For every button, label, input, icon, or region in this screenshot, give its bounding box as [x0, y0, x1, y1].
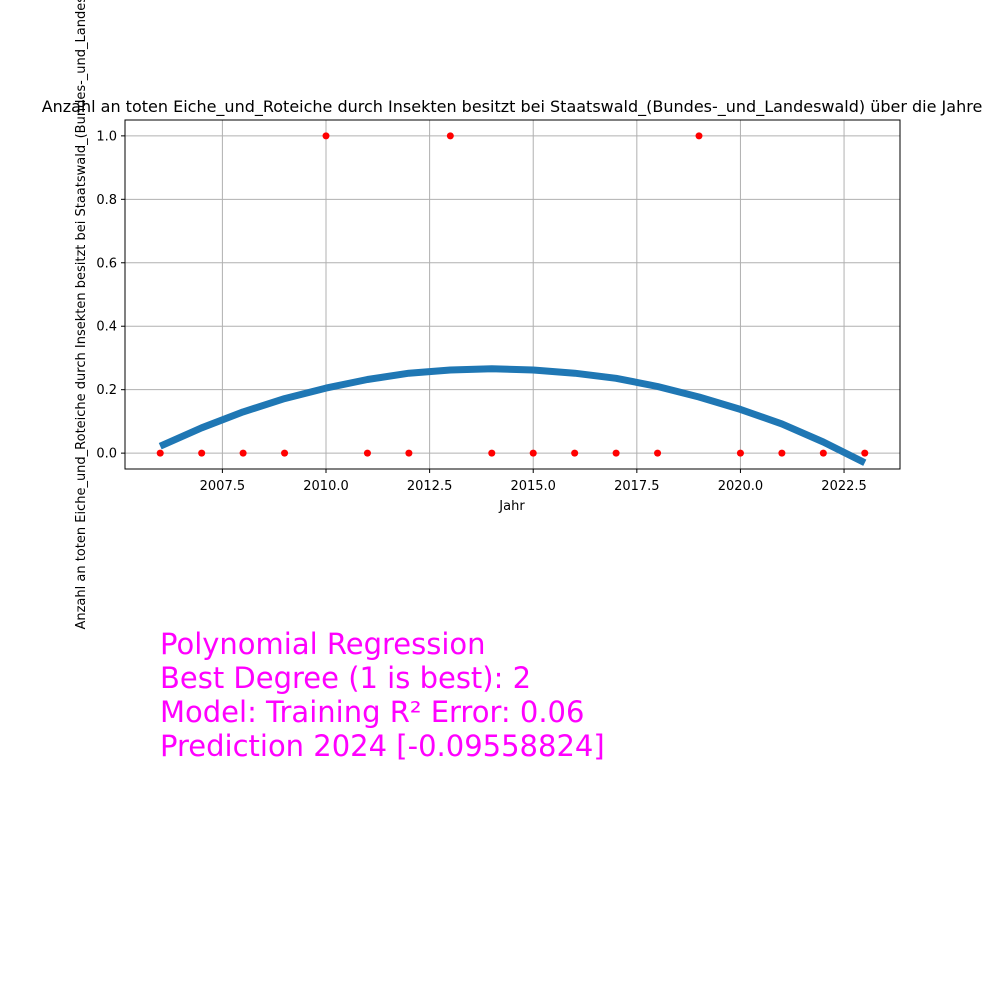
x-tick-label: 2012.5 [407, 479, 453, 494]
grid [125, 120, 900, 469]
data-point [571, 449, 579, 457]
x-tick-label: 2020.0 [718, 479, 764, 494]
data-point [322, 132, 330, 140]
y-tick-label: 0.4 [96, 320, 117, 335]
axis-ticks: 2007.5 2010.0 2012.5 2015.0 2017.5 2020.0 2022… [96, 129, 866, 494]
data-point [695, 132, 703, 140]
data-point [198, 449, 206, 457]
y-tick-label: 1.0 [96, 129, 117, 144]
chart-title: Anzahl an toten Eiche_und_Roteiche durch… [42, 97, 983, 117]
summary-line-degree: Best Degree (1 is best): 2 [160, 661, 532, 695]
data-point [446, 132, 454, 140]
data-point [654, 449, 662, 457]
regression-line [158, 365, 867, 466]
data-point [405, 449, 413, 457]
y-tick-label: 0.8 [96, 193, 117, 208]
data-point [239, 449, 247, 457]
x-tick-label: 2007.5 [200, 479, 246, 494]
x-tick-label: 2022.5 [821, 479, 867, 494]
y-tick-label: 0.0 [96, 447, 117, 462]
data-point [819, 449, 827, 457]
data-point [778, 449, 786, 457]
data-points [156, 132, 869, 457]
regression-curve [158, 365, 867, 466]
data-point [156, 449, 164, 457]
y-axis-label: Anzahl an toten Eiche_und_Roteiche durch… [74, 0, 89, 630]
data-point [363, 449, 371, 457]
summary-line-method: Polynomial Regression [160, 627, 486, 661]
data-point [612, 449, 620, 457]
data-point [529, 449, 537, 457]
x-tick-label: 2015.0 [510, 479, 556, 494]
data-point [281, 449, 289, 457]
summary-line-error: Model: Training R² Error: 0.06 [160, 695, 585, 729]
x-axis-label: Jahr [498, 499, 525, 514]
plot-frame [124, 119, 901, 470]
x-tick-label: 2010.0 [303, 479, 349, 494]
regression-summary: Polynomial Regression Best Degree (1 is … [160, 627, 605, 763]
data-point [736, 449, 744, 457]
x-tick-label: 2017.5 [614, 479, 660, 494]
y-tick-label: 0.2 [96, 383, 117, 398]
data-point [861, 449, 869, 457]
y-tick-label: 0.6 [96, 256, 117, 271]
data-point [488, 449, 496, 457]
summary-line-prediction: Prediction 2024 [-0.09558824] [160, 729, 605, 763]
